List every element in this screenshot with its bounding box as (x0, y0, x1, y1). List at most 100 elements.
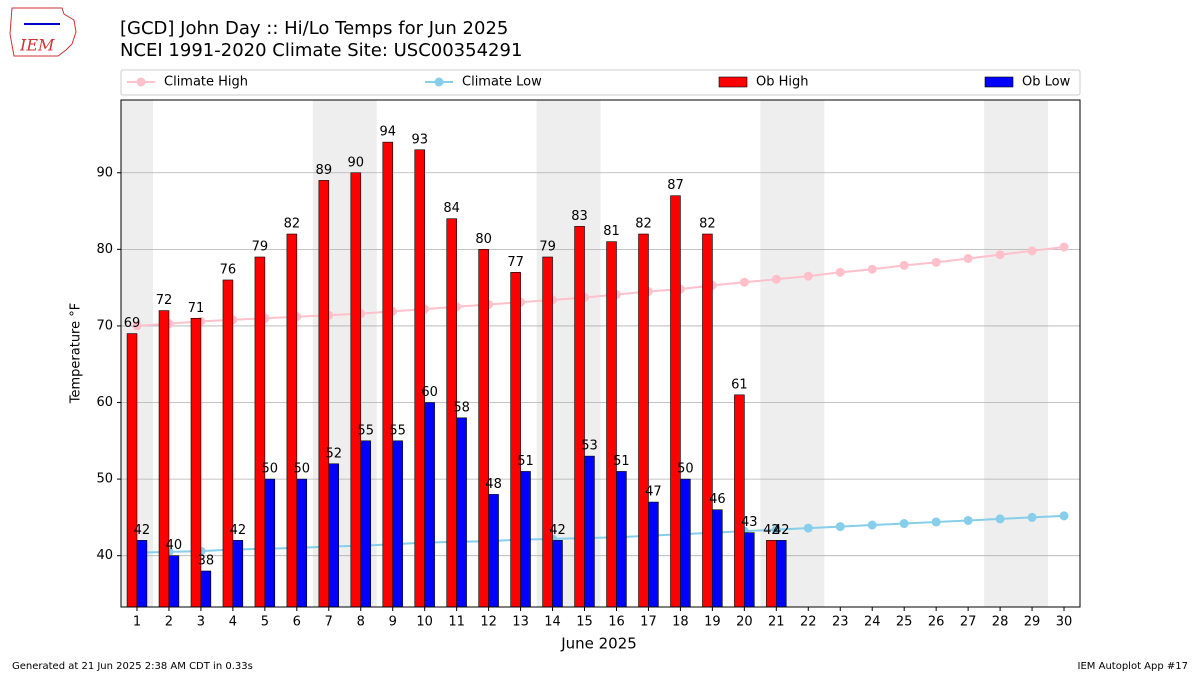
point (1027, 246, 1037, 256)
bar (286, 233, 298, 607)
value-label: 53 (581, 439, 598, 454)
legend-label: Climate High (164, 75, 248, 90)
point (867, 264, 877, 274)
point (931, 257, 941, 267)
x-tick-label: 29 (1024, 615, 1041, 630)
bar (510, 272, 521, 607)
point (1027, 512, 1037, 522)
value-label: 83 (571, 209, 588, 224)
bar (712, 509, 723, 607)
plot-area (121, 100, 1080, 607)
y-tick-label: 70 (96, 318, 113, 333)
value-label: 55 (357, 423, 374, 438)
x-tick-label: 3 (197, 615, 205, 630)
point (995, 514, 1005, 524)
x-tick-label: 26 (928, 615, 945, 630)
value-label: 55 (389, 423, 406, 438)
bar (126, 333, 138, 607)
value-label: 40 (166, 538, 183, 553)
x-tick-label: 21 (768, 615, 785, 630)
y-tick-label: 40 (96, 548, 113, 563)
x-tick-label: 15 (576, 615, 593, 630)
bar (542, 256, 553, 607)
x-tick-label: 30 (1056, 615, 1073, 630)
x-tick-label: 14 (544, 615, 561, 630)
bar (254, 256, 266, 607)
x-tick-label: 5 (261, 615, 269, 630)
bar (360, 440, 371, 607)
x-tick-label: 10 (416, 615, 433, 630)
x-tick-label: 2 (165, 615, 173, 630)
x-axis-label: June 2025 (560, 635, 637, 653)
value-label: 47 (645, 485, 662, 500)
bar (382, 141, 394, 607)
y-axis-label: Temperature °F (69, 303, 84, 404)
legend-label: Ob High (756, 75, 809, 90)
value-label: 71 (188, 301, 205, 316)
bar (488, 494, 499, 607)
value-label: 38 (198, 554, 215, 569)
x-tick-label: 23 (832, 615, 849, 630)
value-label: 82 (284, 217, 301, 232)
value-label: 79 (539, 240, 556, 255)
point (771, 525, 781, 535)
x-tick-label: 18 (672, 615, 689, 630)
bar (478, 249, 489, 607)
x-tick-label: 13 (512, 615, 529, 630)
x-tick-label: 7 (325, 615, 333, 630)
bar (200, 570, 212, 607)
bar (520, 471, 531, 607)
bar (190, 317, 202, 607)
bar (168, 555, 180, 607)
value-label: 87 (667, 178, 684, 193)
bar (734, 394, 745, 607)
logo-outline (9, 7, 77, 57)
value-label: 90 (348, 155, 365, 170)
point (867, 520, 877, 530)
bar (702, 233, 713, 607)
bar (232, 540, 244, 607)
x-tick-label: 20 (736, 615, 753, 630)
value-label: 42 (763, 523, 780, 538)
x-tick-label: 16 (608, 615, 625, 630)
point (899, 260, 909, 270)
x-tick-label: 12 (480, 615, 497, 630)
bar (392, 440, 403, 607)
point (995, 250, 1005, 260)
bar (638, 233, 649, 607)
x-tick-label: 27 (960, 615, 977, 630)
y-tick-label: 50 (96, 472, 113, 487)
x-tick-label: 22 (800, 615, 817, 630)
x-tick-label: 19 (704, 615, 721, 630)
x-tick-label: 9 (389, 615, 397, 630)
bar (574, 226, 585, 607)
point (931, 517, 941, 527)
point (803, 523, 813, 533)
x-tick-label: 11 (448, 615, 465, 630)
value-label: 72 (156, 293, 173, 308)
value-label: 50 (262, 462, 279, 477)
point (132, 321, 142, 331)
plot-frame (120, 99, 1081, 608)
x-tick-label: 24 (864, 615, 881, 630)
value-label: 77 (507, 255, 524, 270)
y-tick-label: 80 (96, 242, 113, 257)
value-label: 61 (731, 377, 748, 392)
value-label: 94 (379, 125, 396, 140)
value-label: 58 (453, 400, 470, 415)
value-label: 42 (773, 523, 790, 538)
point (835, 267, 845, 277)
x-tick-label: 28 (992, 615, 1009, 630)
value-label: 76 (220, 262, 237, 277)
bar (584, 455, 595, 607)
bar (606, 241, 617, 607)
value-label: 82 (635, 217, 652, 232)
bar (414, 149, 425, 607)
x-tick-label: 6 (293, 615, 301, 630)
point (899, 519, 909, 529)
bar (158, 310, 170, 607)
x-tick-label: 4 (229, 615, 237, 630)
point (963, 515, 973, 525)
chart-title: [GCD] John Day :: Hi/Lo Temps for Jun 20… (120, 18, 508, 39)
